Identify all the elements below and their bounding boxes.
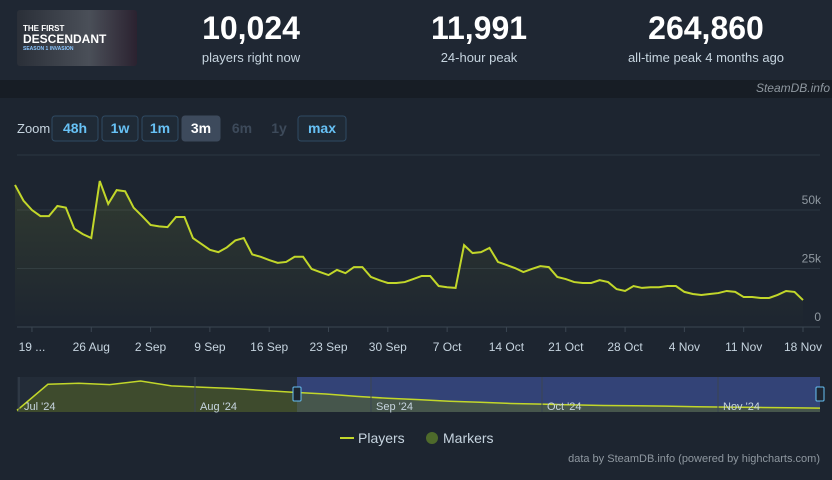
x-tick-label: 4 Nov (669, 340, 700, 354)
zoom-button-label[interactable]: 1w (111, 120, 130, 136)
stat-value: 10,024 (202, 10, 300, 46)
legend-label[interactable]: Players (358, 430, 405, 446)
stat-label: all-time peak 4 months ago (627, 50, 785, 65)
stat: 11,991 24-hour peak (369, 10, 589, 65)
x-tick-label: 7 Oct (433, 340, 462, 354)
legend-marker (426, 432, 438, 444)
logo-text: DESCENDANT (23, 32, 107, 46)
stat-label: players right now (201, 50, 301, 65)
navigator-area (17, 381, 820, 412)
x-tick-label: 19 ... (19, 340, 46, 354)
legend-label[interactable]: Markers (443, 430, 494, 446)
zoom-button[interactable] (181, 115, 221, 142)
stat-value: 11,991 (430, 10, 528, 46)
navigator-label: Oct '24 (547, 401, 582, 413)
zoom-button-label: 1y (271, 120, 287, 136)
x-tick-label: 16 Sep (250, 340, 288, 354)
zoom-button-label[interactable]: 1m (150, 120, 170, 136)
stat: 10,024 players right now (141, 10, 361, 65)
y-tick-label: 0 (814, 310, 821, 324)
zoom-label: Zoom (17, 121, 50, 136)
game-logo: THE FIRST DESCENDANT SEASON 1 INVASION (17, 10, 137, 66)
x-tick-label: 18 Nov (784, 340, 822, 354)
x-tick-label: 23 Sep (309, 340, 347, 354)
x-tick-label: 26 Aug (73, 340, 110, 354)
x-tick-label: 30 Sep (369, 340, 407, 354)
stat-value: 264,860 (648, 10, 764, 46)
zoom-button[interactable] (101, 115, 139, 142)
line (14, 180, 804, 301)
stats-bar: THE FIRST DESCENDANT SEASON 1 INVASION 1… (0, 0, 832, 80)
zoom-button[interactable] (141, 115, 179, 142)
site-link[interactable]: SteamDB.info (755, 81, 830, 95)
y-tick-label: 25k (802, 252, 822, 266)
logo-text: SEASON 1 INVASION (23, 46, 74, 52)
x-tick-label: 28 Oct (607, 340, 643, 354)
x-tick-label: 9 Sep (194, 340, 226, 354)
stat-label: 24-hour peak (440, 50, 518, 65)
navigator-handle[interactable] (815, 386, 825, 402)
zoom-button-label[interactable]: 48h (63, 120, 87, 136)
x-tick-label: 21 Oct (548, 340, 584, 354)
area (15, 180, 803, 327)
x-tick-label: 11 Nov (725, 340, 762, 354)
logo-text: THE FIRST (23, 24, 65, 33)
stat: 264,860 all-time peak 4 months ago (596, 10, 816, 65)
y-tick-label: 50k (802, 193, 822, 207)
navigator-label: Sep '24 (376, 401, 413, 413)
navigator-label: Nov '24 (723, 401, 760, 413)
navigator-line (16, 380, 821, 411)
zoom-button[interactable] (297, 115, 347, 142)
navigator-handle[interactable] (292, 386, 302, 402)
navigator-label: Aug '24 (200, 401, 237, 413)
navigator-label: Jul '24 (24, 401, 55, 413)
credits[interactable]: data by SteamDB.info (powered by highcha… (568, 453, 820, 465)
zoom-button-label[interactable]: max (308, 120, 336, 136)
x-tick-label: 2 Sep (135, 340, 167, 354)
x-tick-label: 14 Oct (489, 340, 525, 354)
zoom-button-label[interactable]: 3m (191, 120, 211, 136)
zoom-button-label: 6m (232, 120, 252, 136)
zoom-button[interactable] (51, 115, 99, 142)
